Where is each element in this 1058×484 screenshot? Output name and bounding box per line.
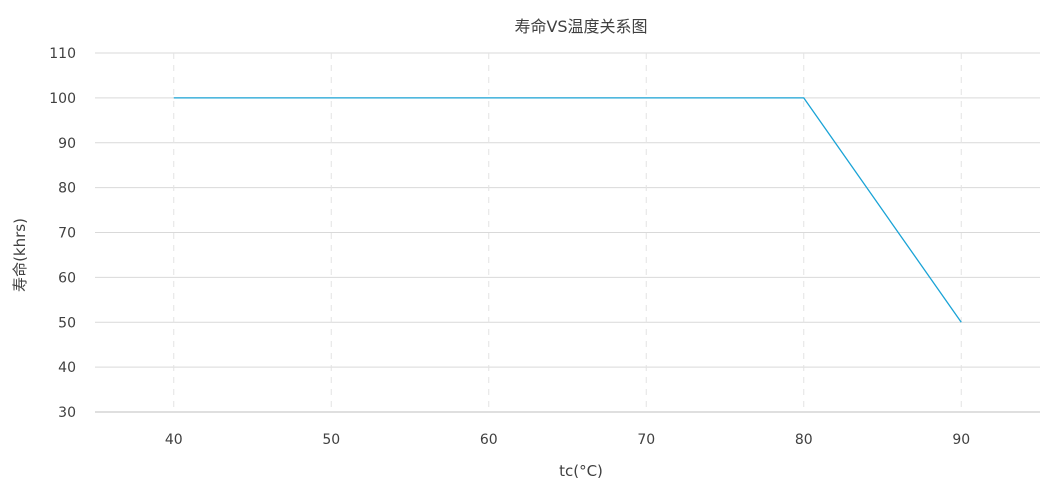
y-tick-labels: 30 40 50 60 70 80 90 100 110 xyxy=(49,46,76,421)
y-tick-label: 80 xyxy=(58,181,76,197)
y-tick-label: 100 xyxy=(49,91,76,107)
x-tick-label: 70 xyxy=(637,432,655,448)
x-tick-label: 40 xyxy=(165,432,183,448)
y-tick-label: 30 xyxy=(58,405,76,421)
series-line xyxy=(173,97,962,323)
x-axis-label: tc(°C) xyxy=(559,462,603,480)
x-tick-label: 60 xyxy=(480,432,498,448)
x-tick-label: 90 xyxy=(952,432,970,448)
x-tick-label: 80 xyxy=(795,432,813,448)
horizontal-gridlines xyxy=(95,52,1040,368)
y-tick-label: 60 xyxy=(58,270,76,286)
chart-title: 寿命VS温度关系图 xyxy=(514,17,647,36)
y-tick-label: 50 xyxy=(58,315,76,331)
y-axis-label: 寿命(khrs) xyxy=(11,218,29,292)
y-tick-label: 90 xyxy=(58,136,76,152)
x-tick-label: 50 xyxy=(322,432,340,448)
y-tick-label: 110 xyxy=(49,46,76,62)
series-lines xyxy=(173,97,962,323)
y-tick-label: 40 xyxy=(58,360,76,376)
x-tick-labels: 40 50 60 70 80 90 xyxy=(165,432,970,448)
y-tick-label: 70 xyxy=(58,226,76,242)
